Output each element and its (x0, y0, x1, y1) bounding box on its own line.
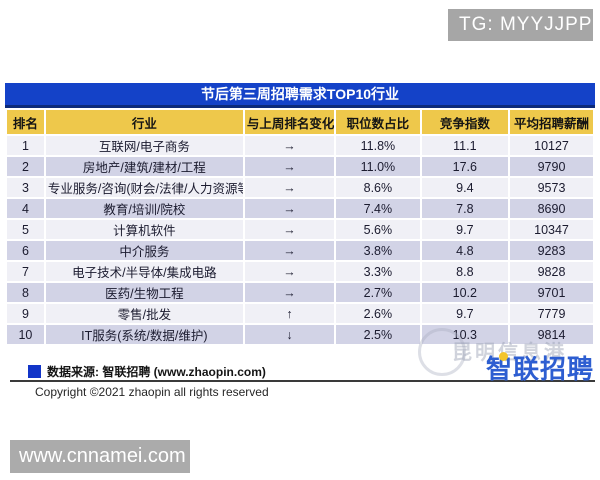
cell-salary: 9283 (510, 241, 593, 260)
cell-job-share: 5.6% (336, 220, 420, 239)
cell-rank: 5 (7, 220, 44, 239)
cell-change-arrow: ↑ (244, 304, 335, 323)
zhaopin-logo: 智联招聘 (486, 349, 594, 386)
cell-competition: 9.7 (421, 220, 509, 239)
cell-salary: 9573 (510, 178, 593, 197)
table-row: 6 中介服务 → 3.8% 4.8 9283 (7, 241, 593, 260)
cell-competition: 8.8 (421, 262, 509, 281)
ranking-table: 排名 行业 与上周排名变化 职位数占比 竞争指数 平均招聘薪酬 1 互联网/电子… (5, 108, 595, 346)
cell-salary: 9701 (510, 283, 593, 302)
watermark-circle-icon (418, 328, 466, 376)
cell-salary: 9828 (510, 262, 593, 281)
cell-job-share: 2.6% (336, 304, 420, 323)
table-row: 9 零售/批发 ↑ 2.6% 9.7 7779 (7, 304, 593, 323)
table-row: 5 计算机软件 → 5.6% 9.7 10347 (7, 220, 593, 239)
cell-industry: 中介服务 (45, 241, 243, 260)
cell-industry: IT服务(系统/数据/维护) (45, 325, 243, 344)
cell-competition: 9.4 (421, 178, 509, 197)
cell-industry: 专业服务/咨询(财会/法律/人力资源等) (45, 178, 243, 197)
cell-rank: 3 (7, 178, 44, 197)
cell-rank: 2 (7, 157, 44, 176)
cell-change-arrow: → (244, 199, 335, 218)
col-header-competition: 竞争指数 (421, 110, 509, 134)
cell-rank: 7 (7, 262, 44, 281)
cell-industry: 互联网/电子商务 (45, 136, 243, 155)
ranking-table-container: 节后第三周招聘需求TOP10行业 排名 行业 与上周排名变化 职位数占比 竞争指… (5, 83, 595, 346)
col-header-change: 与上周排名变化 (244, 110, 335, 134)
cell-change-arrow: → (244, 136, 335, 155)
cell-job-share: 3.3% (336, 262, 420, 281)
cell-industry: 房地产/建筑/建材/工程 (45, 157, 243, 176)
col-header-job-share: 职位数占比 (336, 110, 420, 134)
data-source-line: 数据来源: 智联招聘 (www.zhaopin.com) (28, 363, 266, 380)
cell-rank: 10 (7, 325, 44, 344)
cell-job-share: 11.8% (336, 136, 420, 155)
cell-industry: 计算机软件 (45, 220, 243, 239)
copyright-text: Copyright ©2021 zhaopin all rights reser… (35, 385, 269, 399)
cell-salary: 9814 (510, 325, 593, 344)
cell-rank: 4 (7, 199, 44, 218)
col-header-industry: 行业 (45, 110, 243, 134)
table-row: 2 房地产/建筑/建材/工程 → 11.0% 17.6 9790 (7, 157, 593, 176)
cell-salary: 7779 (510, 304, 593, 323)
cell-change-arrow: → (244, 241, 335, 260)
cell-competition: 9.7 (421, 304, 509, 323)
cell-industry: 电子技术/半导体/集成电路 (45, 262, 243, 281)
table-row: 7 电子技术/半导体/集成电路 → 3.3% 8.8 9828 (7, 262, 593, 281)
footer-divider (10, 380, 595, 382)
cell-rank: 1 (7, 136, 44, 155)
cell-salary: 10127 (510, 136, 593, 155)
cell-competition: 4.8 (421, 241, 509, 260)
col-header-rank: 排名 (7, 110, 44, 134)
tg-watermark-badge: TG: MYYJJPP (448, 9, 593, 41)
table-row: 8 医药/生物工程 → 2.7% 10.2 9701 (7, 283, 593, 302)
blue-square-bullet-icon (28, 365, 41, 378)
cell-job-share: 7.4% (336, 199, 420, 218)
cell-rank: 9 (7, 304, 44, 323)
cell-job-share: 2.7% (336, 283, 420, 302)
site-watermark-badge: www.cnnamei.com (10, 440, 190, 473)
cell-industry: 医药/生物工程 (45, 283, 243, 302)
cell-salary: 8690 (510, 199, 593, 218)
cell-job-share: 8.6% (336, 178, 420, 197)
table-header-row: 排名 行业 与上周排名变化 职位数占比 竞争指数 平均招聘薪酬 (7, 110, 593, 134)
cell-change-arrow: → (244, 178, 335, 197)
table-row: 1 互联网/电子商务 → 11.8% 11.1 10127 (7, 136, 593, 155)
cell-salary: 10347 (510, 220, 593, 239)
cell-industry: 零售/批发 (45, 304, 243, 323)
cell-change-arrow: → (244, 157, 335, 176)
table-row: 3 专业服务/咨询(财会/法律/人力资源等) → 8.6% 9.4 9573 (7, 178, 593, 197)
cell-job-share: 2.5% (336, 325, 420, 344)
cell-salary: 9790 (510, 157, 593, 176)
cell-rank: 8 (7, 283, 44, 302)
cell-change-arrow: → (244, 262, 335, 281)
watermark-text: 昆明信息港 (452, 342, 567, 364)
table-title: 节后第三周招聘需求TOP10行业 (5, 83, 595, 108)
cell-competition: 7.8 (421, 199, 509, 218)
logo-accent-dot-icon (498, 352, 508, 361)
cell-rank: 6 (7, 241, 44, 260)
cell-industry: 教育/培训/院校 (45, 199, 243, 218)
cell-change-arrow: → (244, 283, 335, 302)
cell-competition: 10.2 (421, 283, 509, 302)
cell-job-share: 11.0% (336, 157, 420, 176)
cell-change-arrow: → (244, 220, 335, 239)
cell-change-arrow: ↓ (244, 325, 335, 344)
col-header-salary: 平均招聘薪酬 (510, 110, 593, 134)
cell-competition: 11.1 (421, 136, 509, 155)
table-row: 4 教育/培训/院校 → 7.4% 7.8 8690 (7, 199, 593, 218)
cell-job-share: 3.8% (336, 241, 420, 260)
cell-competition: 17.6 (421, 157, 509, 176)
data-source-text: 数据来源: 智联招聘 (www.zhaopin.com) (47, 365, 266, 379)
